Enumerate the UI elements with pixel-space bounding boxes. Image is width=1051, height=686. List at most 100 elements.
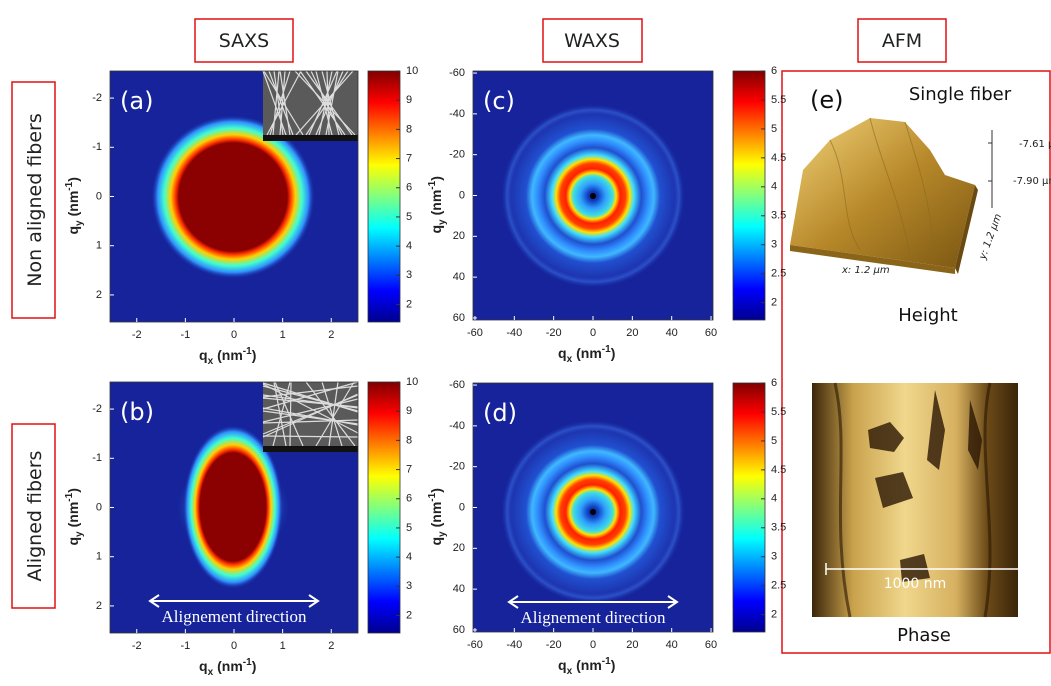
symbol: q <box>65 226 81 235</box>
y-tick-label: -20 <box>449 149 465 161</box>
colorbar-tick-label: 7 <box>406 152 412 164</box>
y-tick-label: 40 <box>453 271 465 283</box>
x-tick-label: -40 <box>506 327 522 339</box>
x-tick-label: 40 <box>666 639 678 651</box>
annotation: Alignement direction <box>521 608 666 627</box>
colorbar-tick-label: 6 <box>406 182 412 194</box>
colorbar-tick-label: 7 <box>406 463 412 475</box>
afm-title: Single fiber <box>909 84 1012 105</box>
y-axis-label: qy(nm-1) <box>64 177 85 234</box>
close: ) <box>252 347 257 363</box>
inset-bar <box>263 135 358 141</box>
colorbar-tick-label: 10 <box>406 376 418 388</box>
subscript: y <box>74 531 85 537</box>
y-tick-label: 0 <box>459 501 465 513</box>
sem-inset <box>263 382 358 452</box>
colorbar-tick-label: 6 <box>771 65 777 77</box>
colorbar-tick-label: 5 <box>771 123 777 135</box>
y-tick-label: -2 <box>92 403 102 415</box>
x-axis-label: qx(nm-1) <box>199 657 256 678</box>
colorbar-tick-label: 4.5 <box>771 464 786 476</box>
subscript: x <box>208 667 214 678</box>
x-tick-label: -1 <box>180 329 190 341</box>
annotation: Alignement direction <box>162 607 307 626</box>
unit: (nm <box>576 345 602 361</box>
y-tick-label: 60 <box>453 312 465 324</box>
x-tick-label: -60 <box>467 639 483 651</box>
x-tick-label: -20 <box>546 639 562 651</box>
colorbar-tick-label: 2 <box>406 609 412 621</box>
y-tick-label: 20 <box>453 230 465 242</box>
x-tick-label: -40 <box>506 639 522 651</box>
symbol: q <box>558 345 567 361</box>
panel-label: (d) <box>483 399 517 427</box>
y-axis-label: qy(nm-1) <box>427 176 448 233</box>
y-tick-label: 40 <box>453 583 465 595</box>
panel-label: (c) <box>483 87 515 115</box>
colorbar-tick-label: 5.5 <box>771 406 786 418</box>
y-tick-label: -20 <box>449 461 465 473</box>
caption: Height <box>898 305 958 326</box>
x-tick-label: 0 <box>231 640 237 652</box>
x-tick-label: 1 <box>280 640 286 652</box>
x-tick-label: -2 <box>132 640 142 652</box>
colorbar-tick-label: 3 <box>406 269 412 281</box>
x-tick-label: 60 <box>705 327 717 339</box>
colorbar-tick-label: 4 <box>406 240 412 252</box>
colorbar-tick-label: 6 <box>771 377 777 389</box>
y-tick-label: 0 <box>96 190 102 202</box>
colorbar-tick-label: 2 <box>771 609 777 621</box>
y-tick-label: 2 <box>96 289 102 301</box>
unit: (nm <box>65 191 81 217</box>
colorbar-tick-label: 3.5 <box>771 210 786 222</box>
y-tick-label: 2 <box>96 600 102 612</box>
x-tick-label: 40 <box>666 327 678 339</box>
colorbar-tick-label: 2 <box>771 297 777 309</box>
colorbar-tick-label: 4.5 <box>771 152 786 164</box>
inset-bar <box>263 446 358 452</box>
colorbar-tick-label: 2.5 <box>771 580 786 592</box>
row-label: Non aligned fibers <box>24 113 46 286</box>
y-tick-label: -1 <box>92 141 102 153</box>
colorbar-tick-label: 4 <box>406 551 412 563</box>
x-tick-label: -20 <box>546 327 562 339</box>
figure: SAXS WAXS AFM Non aligned fibers Aligned… <box>0 0 1051 686</box>
y-tick-label: -60 <box>449 67 465 79</box>
close: ) <box>65 488 81 493</box>
colorbar-tick-label: 5 <box>771 435 777 447</box>
x-tick-label: 20 <box>626 327 638 339</box>
symbol: q <box>199 347 208 363</box>
subscript: y <box>74 220 85 226</box>
x-axis-label: qx(nm-1) <box>199 346 256 367</box>
header: AFM <box>882 30 922 52</box>
header: SAXS <box>219 30 270 52</box>
x-scale: x: 1.2 µm <box>841 265 890 276</box>
caption: Phase <box>897 625 951 646</box>
panel-label: (e) <box>810 86 844 114</box>
close: ) <box>65 177 81 182</box>
x-tick-label: -1 <box>180 640 190 652</box>
subscript: x <box>567 666 573 677</box>
symbol: q <box>428 537 444 546</box>
colorbar-tick-label: 4 <box>771 181 777 193</box>
y-tick-label: -1 <box>92 452 102 464</box>
colorbar-tick-label: 3.5 <box>771 522 786 534</box>
colorbar <box>733 383 765 632</box>
symbol: q <box>428 225 444 234</box>
y-scale: y: 1.2 µm <box>977 212 1004 262</box>
subscript: y <box>437 531 448 537</box>
y-tick-label: 1 <box>96 551 102 563</box>
subscript: y <box>437 219 448 225</box>
x-axis-label: qx(nm-1) <box>558 344 615 365</box>
colorbar-tick-label: 3 <box>771 551 777 563</box>
colorbar-tick-label: 8 <box>406 434 412 446</box>
close: ) <box>611 657 616 673</box>
unit: (nm <box>217 347 243 363</box>
colorbar-tick-label: 9 <box>406 94 412 106</box>
colorbar-tick-label: 5 <box>406 211 412 223</box>
x-tick-label: 0 <box>231 329 237 341</box>
unit: (nm <box>217 658 243 674</box>
colorbar-tick-label: 5 <box>406 522 412 534</box>
subscript: x <box>567 354 573 365</box>
colorbar <box>368 382 400 633</box>
